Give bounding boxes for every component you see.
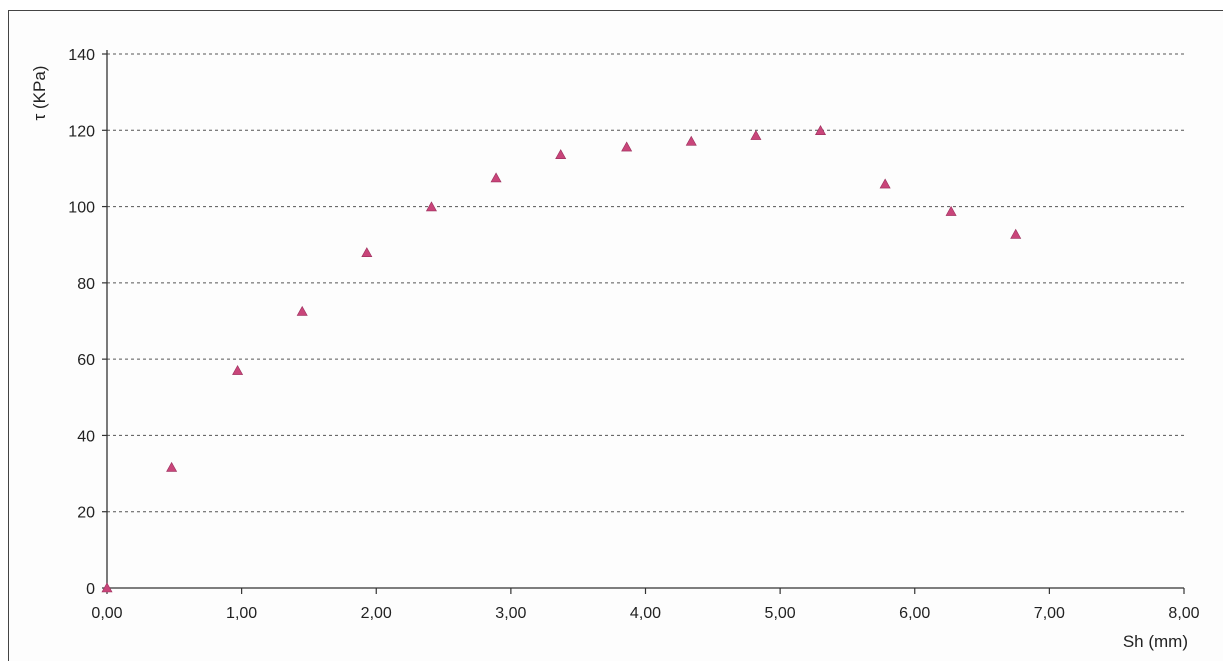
data-point-triangle: [621, 141, 633, 152]
y-tick-label: 40: [77, 428, 95, 445]
x-tick-label: 1,00: [226, 605, 257, 622]
data-point-triangle: [232, 364, 244, 375]
data-point-triangle: [296, 305, 308, 316]
x-tick-label: 4,00: [630, 605, 661, 622]
x-axis-title: Sh (mm): [1123, 632, 1188, 651]
data-point-triangle: [750, 130, 762, 140]
y-tick-label: 80: [77, 276, 95, 293]
y-tick-label: 20: [77, 505, 95, 522]
tick-labels: 0 20 40 60 80 100 120 140 0,00 1,00 2,00 3,00 4,00 5,…: [68, 47, 1199, 622]
chart-frame: 0 20 40 60 80 100 120 140 0,00 1,00 2,00 3,00 4,00 5,…: [8, 10, 1223, 661]
data-points: [101, 125, 1022, 593]
x-tick-label: 8,00: [1168, 605, 1199, 622]
x-tick-label: 6,00: [899, 605, 930, 622]
data-point-triangle: [685, 135, 697, 146]
y-tick-label: 120: [68, 123, 95, 140]
data-point-triangle: [555, 149, 567, 159]
data-point-triangle: [879, 178, 891, 189]
data-point-triangle: [945, 205, 957, 216]
x-tick-label: 2,00: [361, 605, 392, 622]
x-tick-label: 3,00: [495, 605, 526, 622]
axes: [102, 50, 1185, 594]
y-tick-label: 60: [77, 352, 95, 369]
data-point-triangle: [166, 461, 178, 472]
y-tick-label: 0: [86, 581, 95, 598]
data-point-triangle: [101, 582, 113, 593]
data-point-triangle: [425, 201, 437, 212]
x-tick-label: 5,00: [765, 605, 796, 622]
data-point-triangle: [490, 172, 502, 183]
data-point-triangle: [1010, 228, 1022, 239]
scatter-chart: 0 20 40 60 80 100 120 140 0,00 1,00 2,00 3,00 4,00 5,…: [30, 47, 1200, 651]
y-tick-label: 100: [68, 200, 95, 217]
x-tick-label: 7,00: [1034, 605, 1065, 622]
gridlines: [107, 53, 1184, 589]
y-tick-label: 140: [68, 47, 95, 64]
data-point-triangle: [361, 247, 373, 258]
x-tick-label: 0,00: [91, 605, 122, 622]
y-axis-title: τ (KPa): [30, 66, 49, 121]
data-point-triangle: [815, 125, 827, 135]
